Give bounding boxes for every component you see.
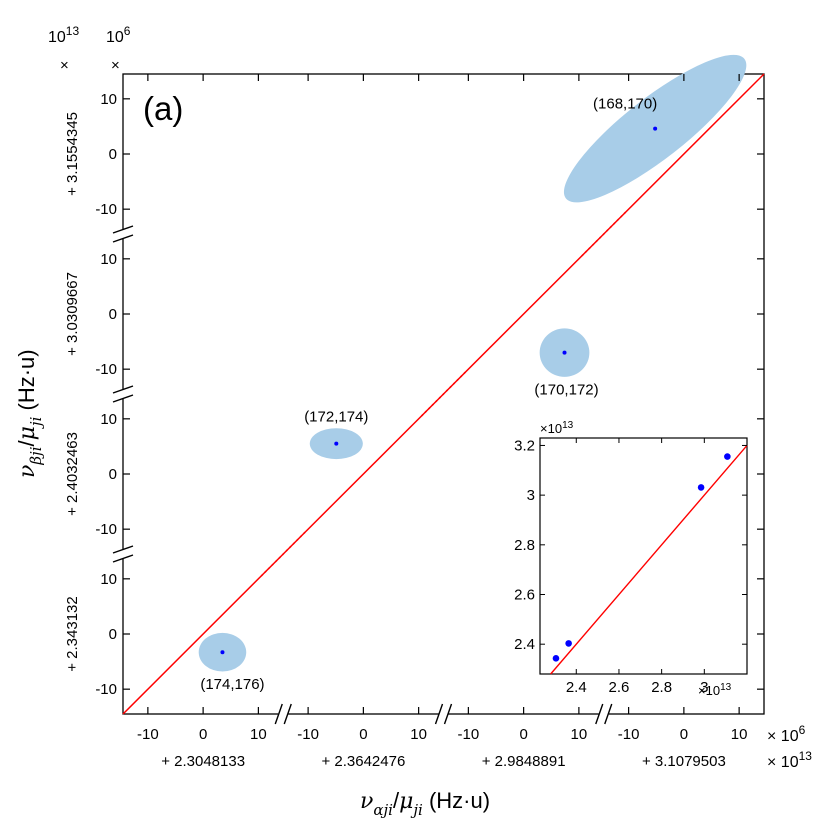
y-axis-break-mark [112, 234, 134, 243]
inset-x-tick-label: 3 [700, 679, 708, 696]
x-tick-label: -10 [618, 726, 640, 743]
inset-y-tick-label: 3 [527, 487, 535, 504]
x-tick-label: 0 [199, 726, 207, 743]
diagonal-reference-line [122, 73, 765, 715]
data-point-label: (172,174) [304, 409, 368, 426]
y-inner-exponent-times: × [111, 57, 120, 74]
x-axis-break-gap [598, 702, 609, 728]
x-segment-offset-label: + 2.3642476 [321, 753, 405, 770]
panel-label: (a) [143, 90, 183, 127]
diagonal-line-segment [603, 73, 765, 235]
x-axis-break-mark [595, 703, 604, 725]
data-points: (174,176) (172,174) (170,172) (168,170) [200, 96, 657, 694]
x-tick-label: -10 [297, 726, 319, 743]
y-outer-exponent: 1013 [48, 24, 79, 46]
x-tick-label: -10 [137, 726, 159, 743]
data-point [334, 441, 339, 446]
data-point [653, 126, 658, 131]
inset-data-point [697, 484, 705, 491]
y-tick-label: -10 [95, 361, 117, 378]
inset-diagonal-line [550, 444, 748, 675]
y-tick-label: 0 [109, 146, 117, 163]
x-tick-label: 0 [519, 726, 527, 743]
diagonal-line-segment [122, 553, 284, 715]
inset-x-tick-label: 2.8 [651, 679, 672, 696]
y-axis-break-mark [112, 394, 134, 403]
x-axis-break-mark [604, 703, 613, 725]
x-axis-break-mark [283, 703, 292, 725]
data-point [562, 350, 567, 355]
y-axis-break-mark [112, 554, 134, 563]
x-axis-break-gap [438, 702, 449, 728]
diagonal-line-break [260, 531, 306, 577]
y-tick-label: 0 [109, 466, 117, 483]
y-axis-break-mark [112, 225, 134, 234]
y-tick-label: -10 [95, 681, 117, 698]
y-axis-break-gap [109, 229, 135, 239]
y-segment-offset-label: + 2.4032463 [64, 432, 81, 516]
inset-plot: ×1013 ×1013 2.4 2.6 2.8 3 2.4 2.6 2.8 3 3.2 [514, 420, 748, 698]
inset-y-tick-label: 3.2 [514, 437, 535, 454]
y-tick-label: 0 [109, 306, 117, 323]
inset-y-tick-label: 2.8 [514, 537, 535, 554]
x-tick-label: 10 [250, 726, 267, 743]
x-tick-label: 10 [410, 726, 427, 743]
y-inner-exponent: 106 [106, 24, 131, 46]
y-axis-break-mark [112, 385, 134, 394]
inset-data-point [724, 453, 731, 460]
x-axis-break-mark [274, 703, 283, 725]
inset-y-tick-label: 2.6 [514, 587, 535, 604]
y-tick-label: -10 [95, 521, 117, 538]
y-segment-offset-label: + 2.343132 [64, 596, 81, 672]
inset-y-exponent: ×1013 [540, 420, 574, 436]
data-point [220, 650, 225, 655]
y-axis-break-mark [112, 545, 134, 554]
x-inner-exponent: × 106 [767, 723, 806, 745]
y-axis-break-gap [109, 549, 135, 559]
axis-ticks: -10 -10 0 0 10 10 + 2.3048133 + 2.343132 -10 -10 0… [64, 74, 764, 770]
x-segment-offset-label: + 3.1079503 [642, 753, 726, 770]
y-segment-offset-label: + 3.0309667 [64, 272, 81, 356]
y-segment-offset-label: + 3.1554345 [64, 112, 81, 196]
x-segment-offset-label: + 2.9848891 [482, 753, 566, 770]
x-tick-label: 0 [680, 726, 688, 743]
x-axis-break-gap [278, 702, 289, 728]
x-axis-break-mark [443, 703, 453, 725]
y-tick-label: 10 [100, 91, 117, 108]
y-outer-exponent-times: × [60, 57, 69, 74]
y-tick-label: 10 [100, 251, 117, 268]
x-axis-break-mark [434, 703, 444, 725]
data-point-label: (174,176) [200, 676, 264, 693]
x-tick-label: 0 [359, 726, 367, 743]
y-axis-break-gap [109, 389, 135, 399]
inset-x-tick-label: 2.4 [566, 679, 587, 696]
data-point-label: (170,172) [534, 382, 598, 399]
x-segment-offset-label: + 2.3048133 [161, 753, 245, 770]
y-tick-label: 10 [100, 411, 117, 428]
inset-data-point [552, 655, 560, 662]
diagonal-line-segment [442, 233, 605, 395]
x-tick-label: -10 [458, 726, 480, 743]
y-tick-label: 0 [109, 626, 117, 643]
y-tick-label: -10 [95, 201, 117, 218]
x-tick-label: 10 [731, 726, 748, 743]
x-outer-exponent: × 1013 [767, 749, 812, 771]
diagonal-line-segment [282, 393, 445, 555]
x-axis-title: ναji/μji (Hz·u) [360, 788, 490, 819]
data-point-label: (168,170) [593, 96, 657, 113]
inset-data-point [565, 640, 572, 647]
inset-background [540, 438, 747, 674]
inset-x-exponent: ×1013 [698, 682, 732, 698]
diagonal-line-break [420, 371, 467, 417]
inset-x-tick-label: 2.6 [609, 679, 630, 696]
diagonal-line-break [581, 211, 627, 257]
inset-frame [539, 437, 748, 675]
y-axis-title: νβji/μji (Hz·u) [14, 349, 45, 478]
inset-y-tick-label: 2.4 [514, 636, 535, 653]
y-tick-label: 10 [100, 571, 117, 588]
x-tick-label: 10 [571, 726, 588, 743]
inset-content: 2.4 2.6 2.8 3 2.4 2.6 2.8 3 3.2 [514, 437, 748, 696]
